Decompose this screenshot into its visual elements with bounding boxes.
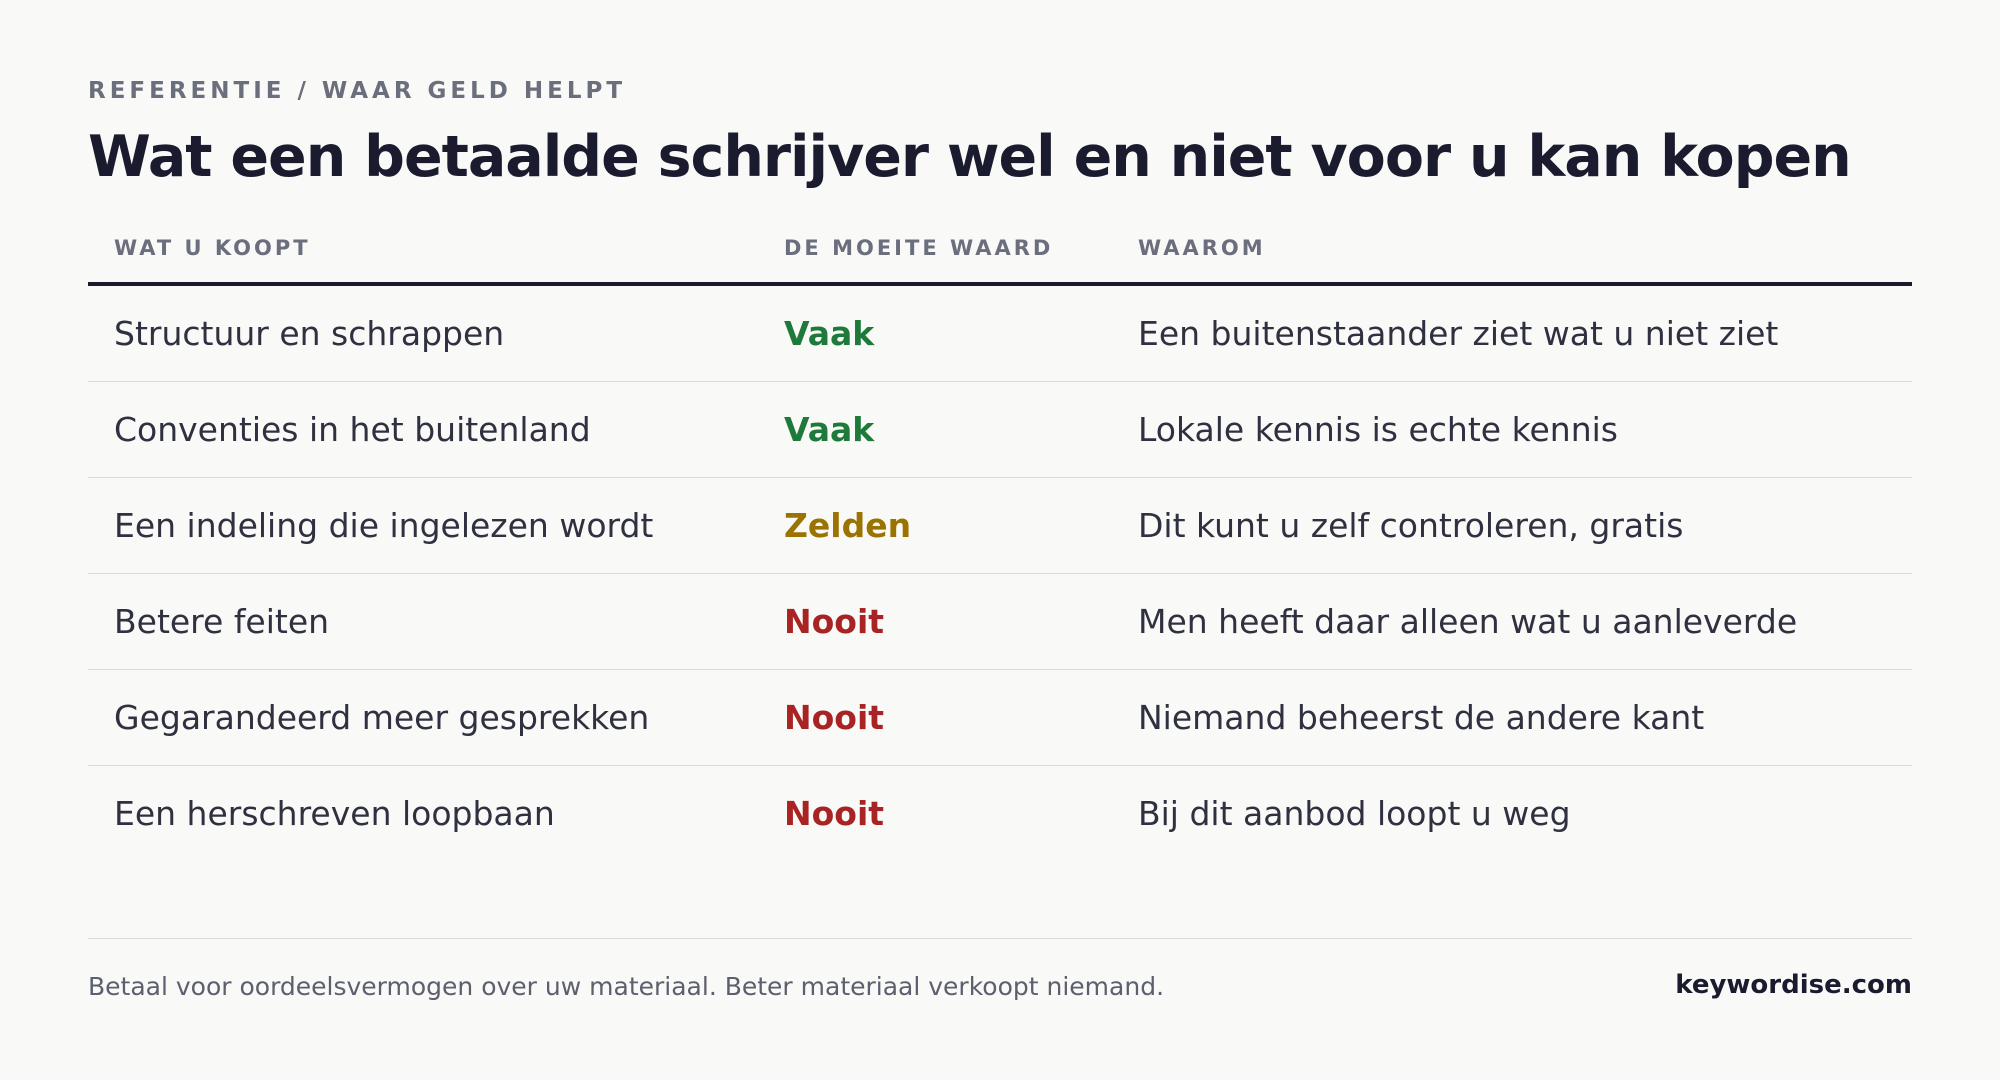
comparison-table: WAT U KOOPT DE MOEITE WAARD WAAROM Struc… <box>88 226 1912 861</box>
item-cell: Betere feiten <box>114 602 330 641</box>
table-row: Structuur en schrappen Vaak Een buitenst… <box>88 286 1912 382</box>
verdict-cell: Vaak <box>784 410 875 449</box>
table-row: Een indeling die ingelezen wordt Zelden … <box>88 478 1912 574</box>
brand-label: keywordise.com <box>1675 970 1912 1000</box>
reason-cell: Men heeft daar alleen wat u aanleverde <box>1138 602 1798 641</box>
page-title: Wat een betaalde schrijver wel en niet v… <box>88 124 1852 190</box>
reason-cell: Dit kunt u zelf controleren, gratis <box>1138 506 1684 545</box>
verdict-cell: Nooit <box>784 602 885 641</box>
table-row: Gegarandeerd meer gesprekken Nooit Niema… <box>88 670 1912 766</box>
reason-cell: Bij dit aanbod loopt u weg <box>1138 794 1571 833</box>
item-cell: Een indeling die ingelezen wordt <box>114 506 654 545</box>
item-cell: Conventies in het buitenland <box>114 410 591 449</box>
table-body: Structuur en schrappen Vaak Een buitenst… <box>88 286 1912 861</box>
verdict-cell: Vaak <box>784 314 875 353</box>
item-cell: Een herschreven loopbaan <box>114 794 555 833</box>
eyebrow-label: REFERENTIE / WAAR GELD HELPT <box>88 78 627 104</box>
item-cell: Gegarandeerd meer gesprekken <box>114 698 650 737</box>
column-header-reason: WAAROM <box>1138 236 1266 260</box>
reason-cell: Niemand beheerst de andere kant <box>1138 698 1705 737</box>
footer-note: Betaal voor oordeelsvermogen over uw mat… <box>88 972 1165 1001</box>
verdict-cell: Zelden <box>784 506 912 545</box>
table-row: Betere feiten Nooit Men heeft daar allee… <box>88 574 1912 670</box>
column-header-item: WAT U KOOPT <box>114 236 311 260</box>
footer-divider <box>88 938 1912 939</box>
table-header: WAT U KOOPT DE MOEITE WAARD WAAROM <box>88 226 1912 286</box>
table-row: Een herschreven loopbaan Nooit Bij dit a… <box>88 766 1912 861</box>
item-cell: Structuur en schrappen <box>114 314 505 353</box>
verdict-cell: Nooit <box>784 698 885 737</box>
table-row: Conventies in het buitenland Vaak Lokale… <box>88 382 1912 478</box>
reason-cell: Lokale kennis is echte kennis <box>1138 410 1618 449</box>
verdict-cell: Nooit <box>784 794 885 833</box>
column-header-verdict: DE MOEITE WAARD <box>784 236 1054 260</box>
reason-cell: Een buitenstaander ziet wat u niet ziet <box>1138 314 1779 353</box>
